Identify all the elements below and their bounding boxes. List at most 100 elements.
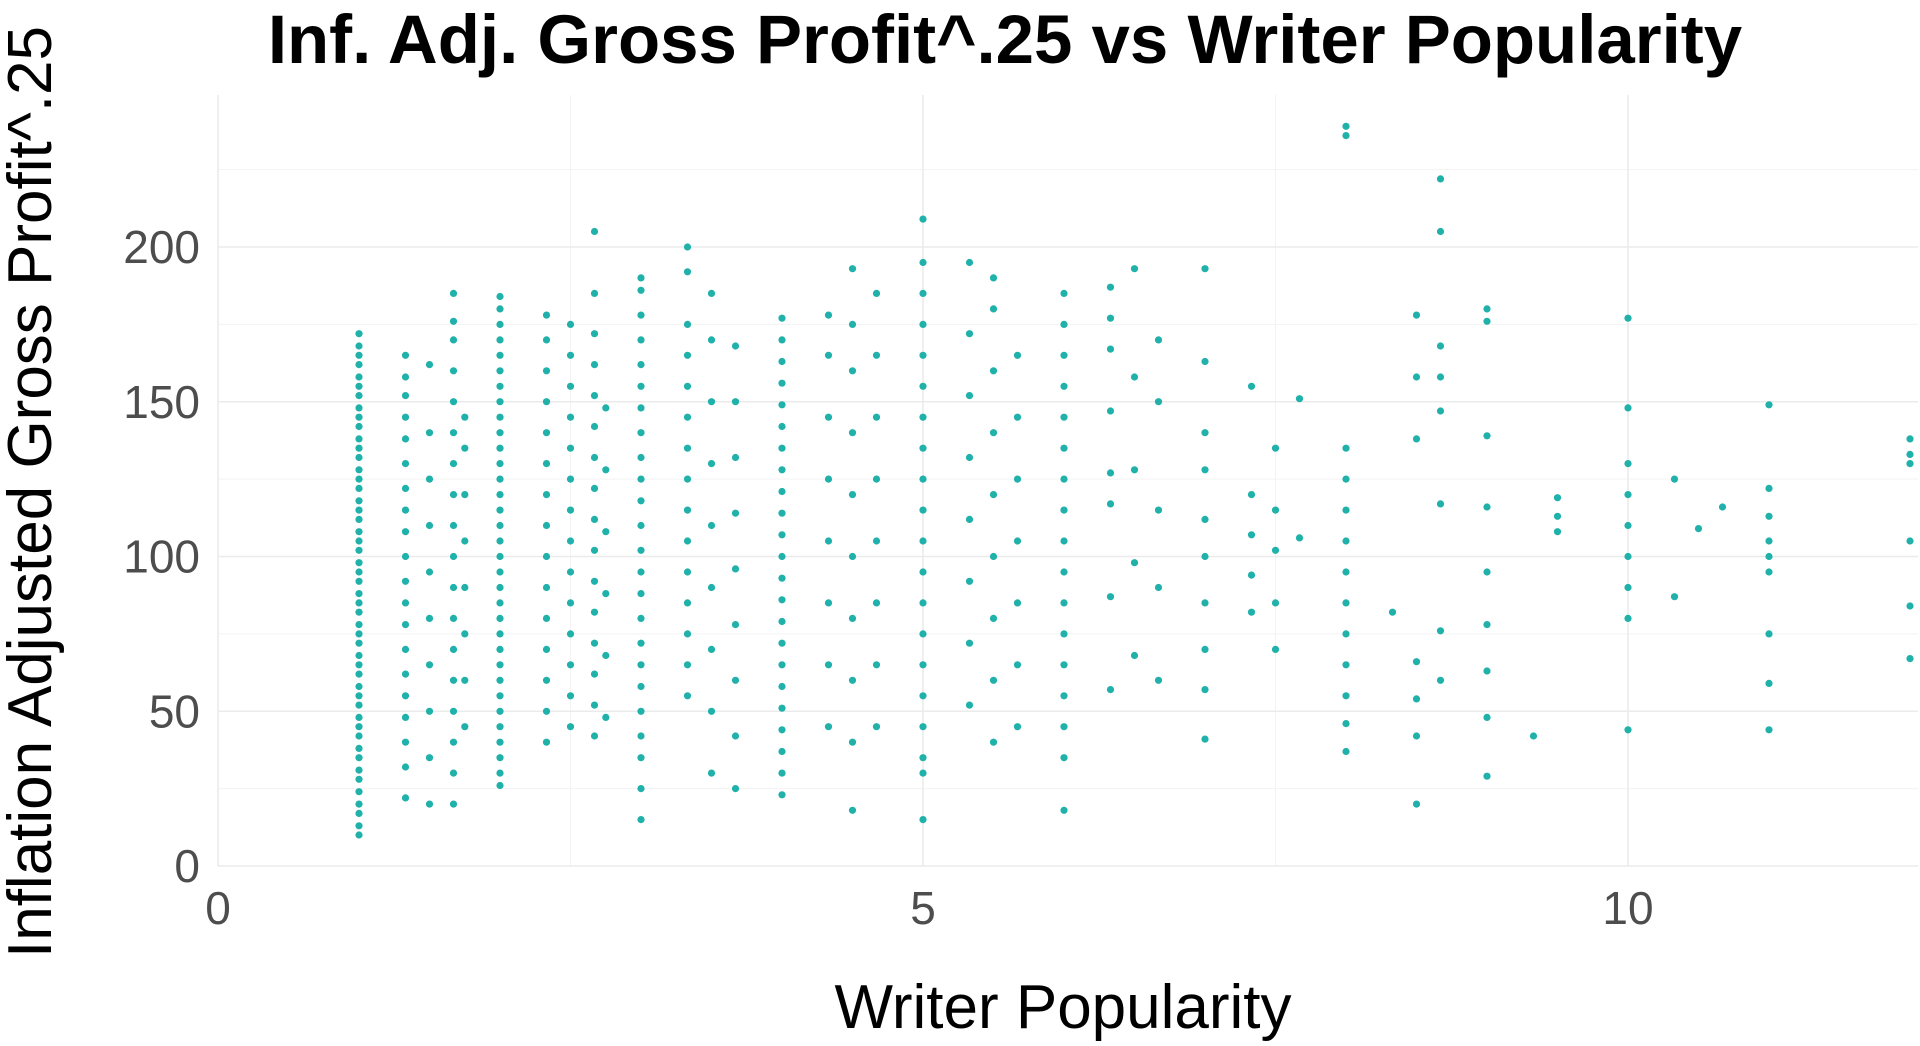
y-tick-label: 50	[149, 685, 200, 737]
data-point	[872, 723, 881, 731]
data-point	[637, 382, 645, 390]
data-point	[355, 435, 363, 443]
data-point	[461, 630, 469, 638]
data-point	[449, 367, 458, 375]
data-point	[731, 453, 740, 462]
data-point	[401, 577, 410, 585]
data-point	[401, 599, 410, 607]
data-point	[496, 614, 504, 623]
data-point	[637, 497, 645, 505]
data-point	[425, 661, 434, 669]
data-point	[496, 521, 504, 530]
y-tick-label: 0	[174, 840, 200, 892]
data-point	[566, 630, 575, 638]
data-point	[496, 351, 504, 359]
data-point	[1060, 289, 1068, 297]
data-point	[707, 769, 716, 777]
data-point	[683, 382, 692, 390]
data-point	[590, 546, 599, 554]
data-point	[590, 484, 599, 492]
data-point	[425, 475, 434, 483]
data-point	[824, 599, 833, 607]
x-tick-label: 0	[205, 882, 231, 934]
data-point	[1060, 754, 1068, 762]
data-point	[590, 289, 599, 297]
data-point	[1271, 599, 1280, 607]
data-point	[778, 726, 786, 734]
data-point	[1342, 630, 1350, 638]
data-point	[496, 429, 504, 437]
data-point	[449, 521, 458, 530]
data-point	[590, 639, 599, 647]
data-point	[683, 351, 692, 359]
data-point	[989, 367, 998, 375]
data-point	[566, 568, 575, 576]
data-point	[1553, 528, 1562, 536]
data-point	[1013, 351, 1022, 359]
data-point	[1295, 395, 1304, 403]
data-point	[355, 422, 363, 431]
data-point	[355, 682, 363, 691]
data-point	[637, 336, 645, 344]
data-point	[449, 336, 458, 344]
data-point	[1060, 413, 1068, 421]
data-point	[683, 692, 692, 700]
data-point	[778, 444, 786, 452]
data-point	[637, 661, 645, 669]
data-point	[919, 692, 927, 700]
data-point	[1906, 460, 1914, 468]
y-axis-ticks: 0 50 100 150 200	[123, 221, 200, 892]
data-point	[590, 392, 599, 400]
data-point	[989, 614, 998, 623]
data-point	[778, 574, 786, 582]
data-point	[1553, 494, 1562, 502]
data-point	[919, 215, 927, 223]
data-point	[542, 614, 551, 623]
data-point	[355, 466, 363, 474]
data-point	[355, 713, 363, 722]
data-point	[602, 713, 610, 722]
data-point	[637, 546, 645, 554]
data-point	[919, 537, 927, 545]
data-point	[602, 404, 610, 412]
data-point	[590, 701, 599, 709]
data-point	[401, 713, 410, 722]
data-point	[496, 599, 504, 607]
data-point	[542, 645, 551, 654]
data-point	[965, 330, 974, 338]
data-point	[1765, 484, 1773, 492]
data-point	[355, 484, 363, 492]
data-point	[778, 769, 786, 777]
data-point	[1529, 732, 1538, 740]
y-tick-label: 200	[123, 221, 200, 273]
data-point	[401, 738, 410, 746]
data-point	[989, 676, 998, 684]
data-point	[637, 732, 645, 740]
data-point	[1130, 466, 1139, 474]
data-point	[778, 336, 786, 344]
data-point	[1201, 515, 1209, 524]
data-point	[1436, 627, 1445, 635]
data-point	[683, 413, 692, 421]
data-point	[1247, 608, 1256, 616]
data-point	[461, 723, 469, 731]
data-point	[1060, 475, 1068, 483]
data-point	[1412, 732, 1421, 740]
data-point	[848, 614, 857, 623]
data-point	[637, 453, 645, 462]
data-point	[731, 398, 740, 406]
data-point	[542, 311, 551, 319]
data-point	[566, 444, 575, 452]
data-point	[1106, 500, 1115, 508]
data-point	[824, 537, 833, 545]
data-point	[496, 305, 504, 313]
data-point	[449, 583, 458, 592]
data-point	[1906, 537, 1914, 545]
data-point	[496, 320, 504, 328]
data-point	[355, 754, 363, 762]
data-point	[683, 661, 692, 669]
data-point	[496, 661, 504, 669]
data-point	[1201, 735, 1209, 743]
data-point	[449, 552, 458, 561]
data-point	[824, 413, 833, 421]
